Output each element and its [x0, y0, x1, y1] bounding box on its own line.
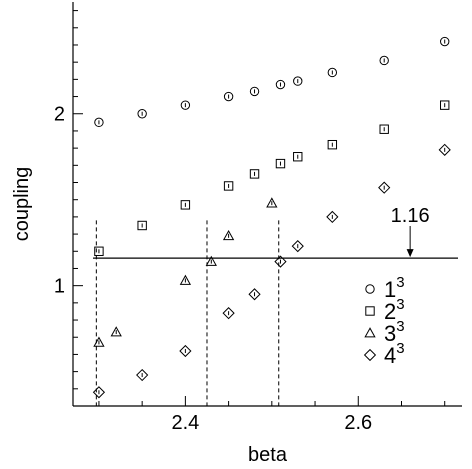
- data-point-square: [94, 246, 104, 256]
- legend-label: 33: [384, 318, 405, 346]
- data-point-square: [293, 152, 303, 162]
- legend-label: 23: [384, 296, 405, 324]
- y-tick-label: 1: [54, 276, 65, 298]
- legend-marker-circle: [365, 284, 375, 294]
- data-point-square: [180, 200, 191, 210]
- guide-lines: [93, 220, 458, 406]
- y-axis-label: coupling: [11, 167, 33, 242]
- data-point-circle: [223, 91, 234, 102]
- data-point-circle: [94, 117, 104, 128]
- data-point-square: [275, 158, 286, 169]
- legend-marker-diamond: [363, 348, 377, 362]
- data-point-square: [223, 181, 234, 191]
- annotation: 1.16: [391, 205, 430, 258]
- axis-tick-labels: 2.4 2.6 1 2: [54, 104, 372, 434]
- data-point-square: [327, 139, 338, 150]
- data-point-square: [137, 220, 147, 231]
- legend-label: 13: [384, 274, 405, 302]
- data-point-diamond: [136, 368, 149, 382]
- x-tick-label: 2.6: [344, 412, 372, 434]
- data-point-diamond: [326, 210, 339, 224]
- data-point-circle: [379, 55, 389, 66]
- data-point-diamond: [291, 240, 304, 253]
- data-point-diamond: [378, 181, 391, 194]
- data-point-circle: [180, 100, 191, 110]
- data-point-circle: [137, 109, 147, 119]
- data-point-circle: [440, 36, 450, 47]
- data-points: [92, 36, 451, 399]
- x-axis-label: beta: [248, 444, 288, 466]
- data-point-triangle: [179, 274, 192, 285]
- y-tick-label: 2: [54, 104, 65, 126]
- data-point-diamond: [222, 307, 235, 320]
- data-point-diamond: [438, 143, 451, 156]
- x-tick-label: 2.4: [171, 412, 199, 434]
- data-point-triangle: [110, 326, 122, 337]
- data-point-square: [440, 100, 450, 110]
- data-point-triangle: [205, 255, 217, 266]
- reference-value-label: 1.16: [391, 205, 430, 227]
- annotation-arrow-head: [406, 249, 414, 258]
- legend-label: 43: [384, 340, 405, 368]
- legend-marker-square: [365, 306, 375, 316]
- data-point-square: [379, 124, 389, 134]
- data-point-triangle: [222, 229, 235, 241]
- data-point-circle: [327, 67, 338, 78]
- data-point-diamond: [179, 344, 192, 358]
- legend-marker-triangle: [364, 327, 376, 338]
- axis-ticks: [73, 10, 446, 406]
- data-point-triangle: [93, 336, 105, 347]
- data-point-diamond: [248, 288, 261, 301]
- data-point-triangle: [266, 197, 278, 208]
- data-point-circle: [293, 76, 303, 86]
- data-point-circle: [275, 79, 286, 90]
- data-point-circle: [249, 86, 260, 97]
- data-point-square: [249, 169, 260, 179]
- plot-frame: [72, 2, 462, 407]
- data-point-diamond: [274, 255, 287, 268]
- data-point-diamond: [92, 386, 106, 399]
